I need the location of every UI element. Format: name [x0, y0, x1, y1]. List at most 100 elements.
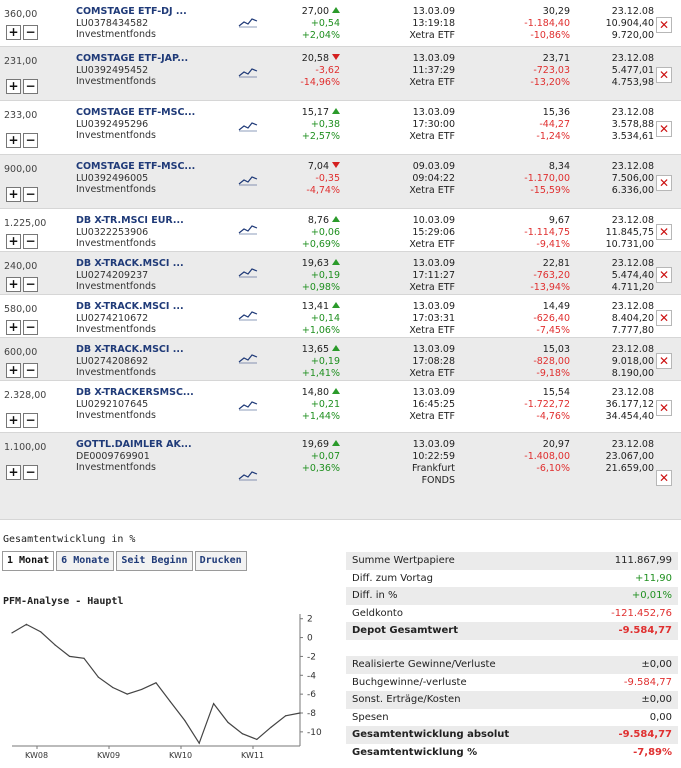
increase-button[interactable]: + [6, 277, 21, 292]
security-name: DB X-TRACK.MSCI ... LU0274210672 Investmen… [76, 301, 236, 336]
chart-icon[interactable] [238, 16, 258, 32]
decrease-button[interactable]: − [23, 363, 38, 378]
trend-down-icon [332, 162, 340, 168]
tab-1[interactable]: 6 Monate [56, 551, 115, 571]
value-column: 15,36 -44,27 -1,24% [455, 107, 570, 143]
delete-button[interactable]: ✕ [656, 309, 672, 326]
increase-button[interactable]: + [6, 234, 21, 249]
tab-3[interactable]: Drucken [194, 551, 247, 571]
security-name-link[interactable]: COMSTAGE ETF-DJ ... [76, 6, 187, 17]
increase-button[interactable]: + [6, 79, 21, 94]
delete-button[interactable]: ✕ [656, 16, 672, 33]
security-name-link[interactable]: DB X-TRACK.MSCI ... [76, 344, 184, 355]
buy-value: 11.845,75 [605, 227, 654, 238]
gain-loss-percent: -6,10% [536, 463, 570, 474]
summary-value: 111.867,99 [614, 555, 672, 566]
chart-icon[interactable] [238, 66, 258, 82]
buy-date: 23.12.08 [611, 258, 654, 269]
chart-icon[interactable] [238, 120, 258, 136]
summary-row: Geldkonto -121.452,76 [346, 605, 678, 623]
delete-button[interactable]: ✕ [656, 67, 672, 83]
buy-date: 23.12.08 [611, 161, 654, 172]
chart-icon[interactable] [238, 174, 258, 190]
summary-label: Diff. zum Vortag [352, 572, 433, 584]
trend-up-icon [332, 440, 340, 446]
buy-price: 8,34 [548, 161, 570, 172]
value-column: 23,71 -723,03 -13,20% [455, 53, 570, 89]
chart-icon[interactable] [238, 266, 258, 282]
increase-button[interactable]: + [6, 320, 21, 335]
security-name-link[interactable]: DB X-TR.MSCI EUR... [76, 215, 184, 226]
increase-button[interactable]: + [6, 363, 21, 378]
quote-time: 11:37:29 [412, 65, 455, 76]
security-name-link[interactable]: COMSTAGE ETF-JAP... [76, 53, 189, 64]
value-column: 15,54 -1.722,72 -4,76% [455, 387, 570, 423]
delete-button[interactable]: ✕ [656, 223, 672, 240]
quote-date-column: 13.03.09 17:11:27 Xetra ETF [340, 258, 455, 294]
decrease-button[interactable]: − [23, 277, 38, 292]
buy-value: 9.018,00 [611, 356, 654, 367]
chart-icon[interactable] [238, 352, 258, 368]
chart-icon[interactable] [238, 469, 258, 485]
increase-button[interactable]: + [6, 187, 21, 202]
security-name-link[interactable]: COMSTAGE ETF-MSC... [76, 107, 196, 118]
current-value: 4.753,98 [611, 77, 654, 88]
quote-date: 13.03.09 [412, 6, 455, 17]
decrease-button[interactable]: − [23, 187, 38, 202]
decrease-button[interactable]: − [23, 25, 38, 40]
section-title: Gesamtentwicklung in % [3, 534, 136, 545]
tab-0[interactable]: 1 Monat [2, 551, 55, 571]
isin: DE0009769901 [76, 450, 150, 462]
security-name-link[interactable]: GOTTL.DAIMLER AK... [76, 439, 192, 450]
decrease-button[interactable]: − [23, 133, 38, 148]
decrease-button[interactable]: − [23, 413, 38, 428]
security-name-link[interactable]: COMSTAGE ETF-MSC... [76, 161, 196, 172]
delete-button[interactable]: ✕ [656, 352, 672, 369]
increase-button[interactable]: + [6, 133, 21, 148]
chart-icon[interactable] [238, 399, 258, 415]
delete-button[interactable]: ✕ [656, 400, 672, 416]
security-name: COMSTAGE ETF-JAP... LU0392495452 Investmen… [76, 53, 236, 88]
summary-value: -121.452,76 [611, 607, 672, 619]
decrease-button[interactable]: − [23, 320, 38, 335]
buy-value: 5.474,40 [611, 270, 654, 281]
delete-button[interactable]: ✕ [656, 469, 672, 486]
chart-icon[interactable] [238, 223, 258, 239]
gain-loss: -763,20 [533, 270, 570, 281]
decrease-button[interactable]: − [23, 234, 38, 249]
exchange: Xetra ETF [409, 185, 455, 196]
increase-button[interactable]: + [6, 25, 21, 40]
data-point [169, 701, 171, 703]
exchange: Xetra ETF [409, 239, 455, 250]
security-name-link[interactable]: DB X-TRACK.MSCI ... [76, 301, 184, 312]
tab-2[interactable]: Seit Beginn [116, 551, 193, 571]
security-name-link[interactable]: DB X-TRACKERSMSC... [76, 387, 194, 398]
delete-button[interactable]: ✕ [656, 175, 672, 191]
price: 19,63 [301, 258, 329, 269]
table-row: 1.225,00 + − DB X-TR.MSCI EUR... LU032225390… [0, 209, 681, 252]
summary-value: +0,01% [631, 590, 672, 602]
price-change: +0,14 [310, 313, 340, 324]
delete-button[interactable]: ✕ [656, 266, 672, 283]
deposit-column: 23.12.08 10.904,40 9.720,00 [560, 6, 654, 42]
buy-date: 23.12.08 [611, 53, 654, 64]
current-value: 7.777,80 [611, 325, 654, 336]
price-change: +0,07 [310, 451, 340, 462]
decrease-button[interactable]: − [23, 79, 38, 94]
price-column: 7,04 -0,35 -4,74% [250, 161, 340, 197]
trend-up-icon [332, 216, 340, 222]
increase-button[interactable]: + [6, 465, 21, 480]
increase-button[interactable]: + [6, 413, 21, 428]
decrease-button[interactable]: − [23, 465, 38, 480]
current-value: 9.720,00 [611, 30, 654, 41]
buy-value: 23.067,00 [605, 451, 654, 462]
price: 8,76 [307, 215, 329, 226]
buy-price: 20,97 [542, 439, 570, 450]
security-name-link[interactable]: DB X-TRACK.MSCI ... [76, 258, 184, 269]
isin: LU0274210672 [76, 312, 149, 324]
chart-icon[interactable] [238, 309, 258, 325]
y-tick-label: -8 [307, 709, 316, 719]
period-tabs: 1 Monat 6 Monate Seit Beginn Drucken [2, 551, 249, 571]
quantity: 240,00 [4, 261, 38, 272]
delete-button[interactable]: ✕ [656, 121, 672, 137]
